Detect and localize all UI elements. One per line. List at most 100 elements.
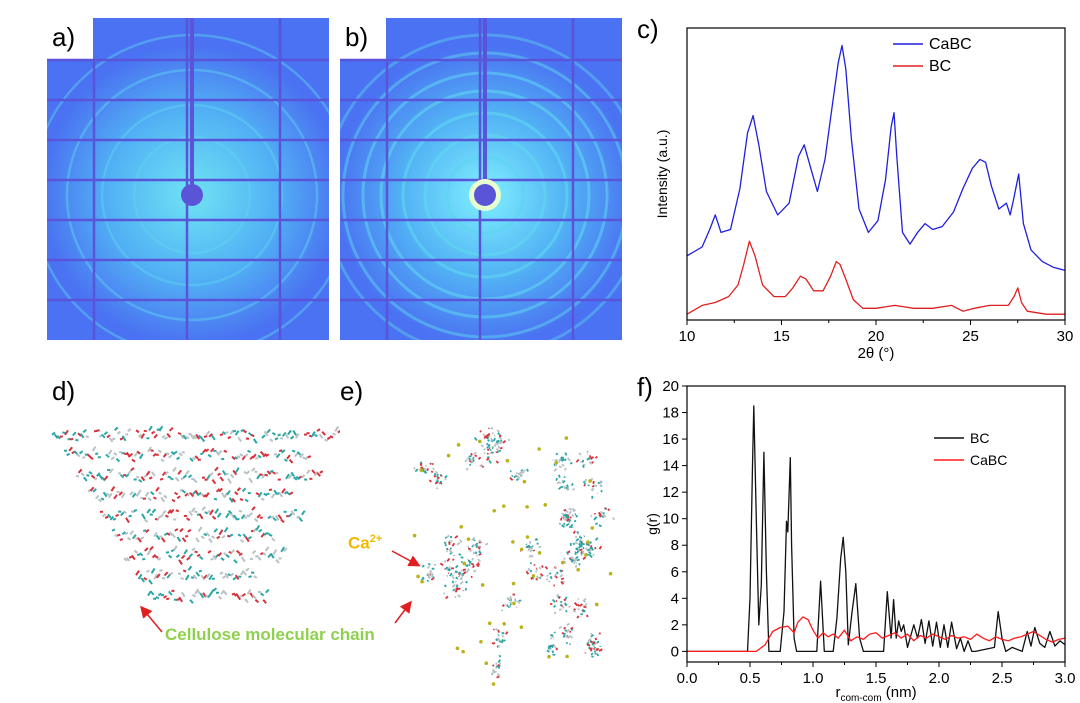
bond: [133, 451, 139, 457]
bond: [185, 435, 190, 440]
bond: [121, 435, 127, 442]
bond: [269, 438, 274, 443]
series-line-cabc: [687, 616, 1066, 653]
bond: [262, 453, 267, 458]
bond: [270, 515, 274, 519]
bond: [97, 498, 102, 503]
ca-ion: [537, 550, 542, 555]
bond: [62, 431, 66, 434]
ca-ion: [455, 646, 460, 651]
bond: [427, 562, 431, 566]
bond: [281, 449, 286, 454]
bond: [269, 552, 275, 559]
x-tick-label: 25: [962, 328, 979, 345]
bond: [133, 549, 139, 554]
bond: [270, 493, 276, 499]
bond: [268, 533, 273, 537]
bond: [451, 574, 455, 578]
bond: [240, 556, 246, 563]
x-tick-label: 30: [1057, 328, 1074, 345]
bond: [190, 477, 195, 481]
bond: [439, 562, 444, 567]
bond: [230, 513, 236, 519]
bond: [462, 568, 466, 571]
bond: [535, 537, 539, 541]
bond: [143, 577, 148, 581]
bond: [153, 573, 159, 580]
bond: [140, 433, 146, 439]
bond: [125, 473, 130, 478]
bond: [471, 557, 474, 561]
bond: [182, 474, 188, 479]
bond: [456, 541, 461, 546]
bond: [554, 458, 558, 462]
bond: [146, 549, 152, 556]
legend-label-cabc: CaBC: [970, 452, 1007, 468]
bond: [109, 515, 115, 521]
cellulose-chain: [231, 449, 270, 461]
cellulose-chain: [117, 467, 156, 483]
bond: [293, 476, 298, 481]
bond: [213, 497, 218, 501]
bond: [487, 443, 491, 448]
chain-cluster: [489, 627, 509, 648]
bond: [445, 550, 448, 553]
bond: [150, 491, 155, 496]
bond: [475, 563, 480, 568]
bond: [560, 515, 563, 518]
cellulose-chain: [243, 467, 281, 484]
bond: [528, 540, 532, 544]
bond: [112, 437, 116, 441]
bond: [563, 508, 567, 512]
bond: [215, 450, 220, 456]
bond: [199, 452, 204, 456]
ca-ion: [501, 504, 506, 508]
bond: [564, 513, 568, 517]
bond: [158, 491, 162, 495]
bond: [591, 643, 594, 646]
bond: [225, 512, 230, 519]
bond: [216, 512, 222, 518]
bond: [495, 662, 498, 666]
bond: [199, 555, 204, 561]
bond: [127, 536, 132, 541]
bond: [171, 533, 176, 539]
bond: [231, 497, 236, 503]
bond: [239, 498, 244, 501]
bond: [329, 435, 334, 439]
ca-ion: [576, 567, 580, 572]
bond: [125, 517, 130, 524]
chain-cluster: [460, 551, 482, 573]
bond: [92, 488, 97, 493]
bond: [458, 553, 462, 556]
bond: [495, 638, 498, 642]
bond: [248, 477, 254, 484]
bond: [181, 451, 185, 454]
bond: [490, 427, 494, 430]
bond: [219, 476, 224, 482]
bond: [186, 517, 191, 522]
bond: [210, 447, 215, 453]
x-tick-label: 2.5: [992, 670, 1013, 687]
ca-cellulose-simulation: [412, 427, 616, 686]
bond: [561, 479, 564, 482]
bond: [89, 486, 95, 492]
bond: [111, 528, 116, 532]
bond: [594, 455, 598, 459]
chain-cluster: [490, 429, 511, 453]
bond: [134, 493, 139, 497]
chain-cluster: [555, 474, 576, 491]
bond: [129, 530, 134, 536]
bond: [541, 565, 544, 569]
bond: [208, 574, 214, 581]
bond: [157, 592, 162, 597]
bond: [154, 555, 159, 559]
bond: [561, 463, 565, 467]
chain-cluster: [428, 470, 448, 490]
bond: [81, 456, 86, 459]
bond: [228, 497, 234, 503]
bond: [285, 473, 290, 480]
bond: [116, 533, 121, 537]
bond: [586, 450, 589, 454]
bond: [566, 518, 570, 522]
